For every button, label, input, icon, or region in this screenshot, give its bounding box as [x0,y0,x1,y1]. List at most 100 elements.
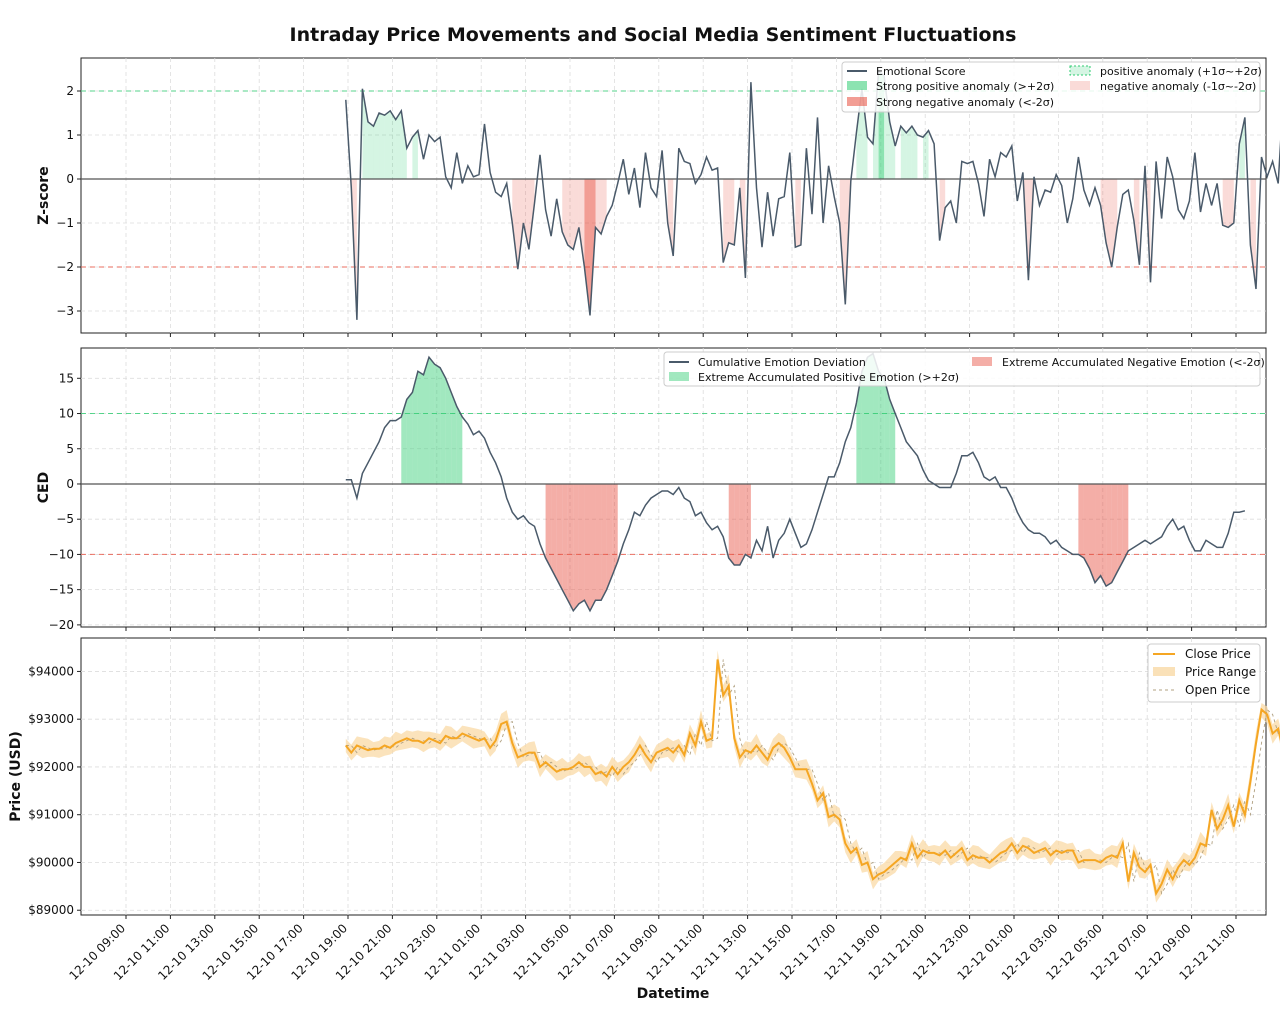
axes-frame [80,347,1267,628]
y-tick-label: $93000 [28,712,74,726]
legend-box [663,351,1261,387]
anomaly-region [723,179,729,263]
anomaly-region [567,179,574,250]
anomaly-region [562,483,568,601]
anomaly-region [667,179,674,256]
anomaly-region [889,399,896,484]
anomaly-region [1106,483,1112,587]
legend-label: Emotional Score [876,65,966,78]
legend-label: negative anomaly (-1σ~-2σ) [1100,80,1256,93]
legend-swatch [847,97,867,106]
close-price-line [345,659,1280,897]
y-tick-label: 2 [66,84,74,98]
anomaly-region [567,483,574,611]
anomaly-region [889,121,896,179]
anomaly-region [728,483,735,565]
anomaly-region [429,357,435,484]
anomaly-region [1083,483,1090,569]
anomaly-region [434,364,441,484]
x-axis-label: Datetime [637,986,710,1002]
legend-label: Price Range [1185,665,1256,679]
series-line [345,352,1246,613]
anomaly-region [384,110,391,179]
anomaly-region [395,110,402,179]
y-tick-label: $94000 [28,664,74,678]
anomaly-region [1250,179,1256,289]
panel-3: $94000 $93000 $92000 $91000 $90000 $89000 Pric… [8,637,1280,919]
legend-panel-2: Cumulative Emotion Deviation Extreme Accu… [663,351,1265,387]
anomaly-region [578,483,585,604]
anomaly-region [911,126,918,179]
legend-label: Cumulative Emotion Deviation [698,356,866,369]
anomaly-region [373,113,380,179]
legend-label: Strong negative anomaly (<-2σ) [876,96,1054,109]
anomaly-region [878,371,885,484]
open-price-line [345,659,1280,895]
anomaly-region [589,483,596,611]
anomaly-region [601,483,607,601]
anomaly-region [922,130,929,179]
y-tick-label: −5 [56,512,74,526]
anomaly-region [861,357,868,484]
legend-box [841,61,1261,113]
legend-panel-3: Close Price Price Range Open Price [1147,643,1261,703]
axes-frame [80,637,1267,916]
anomaly-region [1239,117,1245,179]
anomaly-region [551,483,557,580]
y-tick-label: $90000 [28,855,74,869]
anomaly-region [734,483,740,565]
anomaly-region [612,483,618,576]
anomaly-region [401,110,407,179]
legend-box [1147,643,1261,703]
anomaly-region [517,179,524,270]
anomaly-region [401,399,407,484]
y-tick-label: −1 [56,216,74,230]
anomaly-region [584,483,590,611]
y-tick-label: 0 [66,477,74,491]
legend-label: positive anomaly (+1σ~+2σ) [1100,65,1262,78]
legend-label: Extreme Accumulated Negative Emotion (<-… [1002,356,1265,369]
legend-swatch [669,372,689,381]
legend-label: Extreme Accumulated Positive Emotion (>+… [698,371,959,384]
anomaly-region [1228,179,1234,228]
anomaly-region [512,179,518,270]
anomaly-region [1133,179,1140,265]
legend-swatch [1070,81,1090,90]
anomaly-region [584,179,590,316]
anomaly-region [1095,483,1101,583]
chart-title: Intraday Price Movements and Social Medi… [290,24,1017,46]
y-tick-label: 15 [59,371,74,385]
anomaly-region [423,357,430,484]
anomaly-region [1122,483,1129,562]
legend-swatch [847,81,867,90]
legend-label: Strong positive anomaly (>+2σ) [876,80,1054,93]
anomaly-region [451,392,457,484]
anomaly-region [1100,483,1107,587]
anomaly-region [1111,179,1118,267]
legend-panel-1: Emotional Score Strong positive anomaly (… [841,61,1262,113]
y-tick-label: $91000 [28,808,74,822]
y-tick-label: −2 [56,260,74,274]
anomaly-region [739,483,746,565]
anomaly-region [445,378,452,484]
y-axis-label: CED [36,472,52,503]
anomaly-region [1222,179,1229,228]
legend-swatch [1153,667,1175,676]
anomaly-region [589,179,596,316]
anomaly-region [417,371,424,484]
anomaly-region [1078,483,1084,558]
anomaly-region [884,378,890,484]
anomaly-region [606,483,613,590]
panel-2: 15 10 5 0 −5 −10 −15 −20 CED Cumulative Emotion D… [36,347,1267,632]
anomaly-region [523,179,529,250]
y-tick-label: −15 [49,583,74,597]
y-tick-label: 0 [66,172,74,186]
anomaly-region [595,483,602,601]
anomaly-region [556,483,563,590]
anomaly-region [900,126,907,179]
anomaly-region [573,483,579,611]
legend-swatch [1069,65,1091,76]
y-tick-label: −20 [49,618,74,632]
